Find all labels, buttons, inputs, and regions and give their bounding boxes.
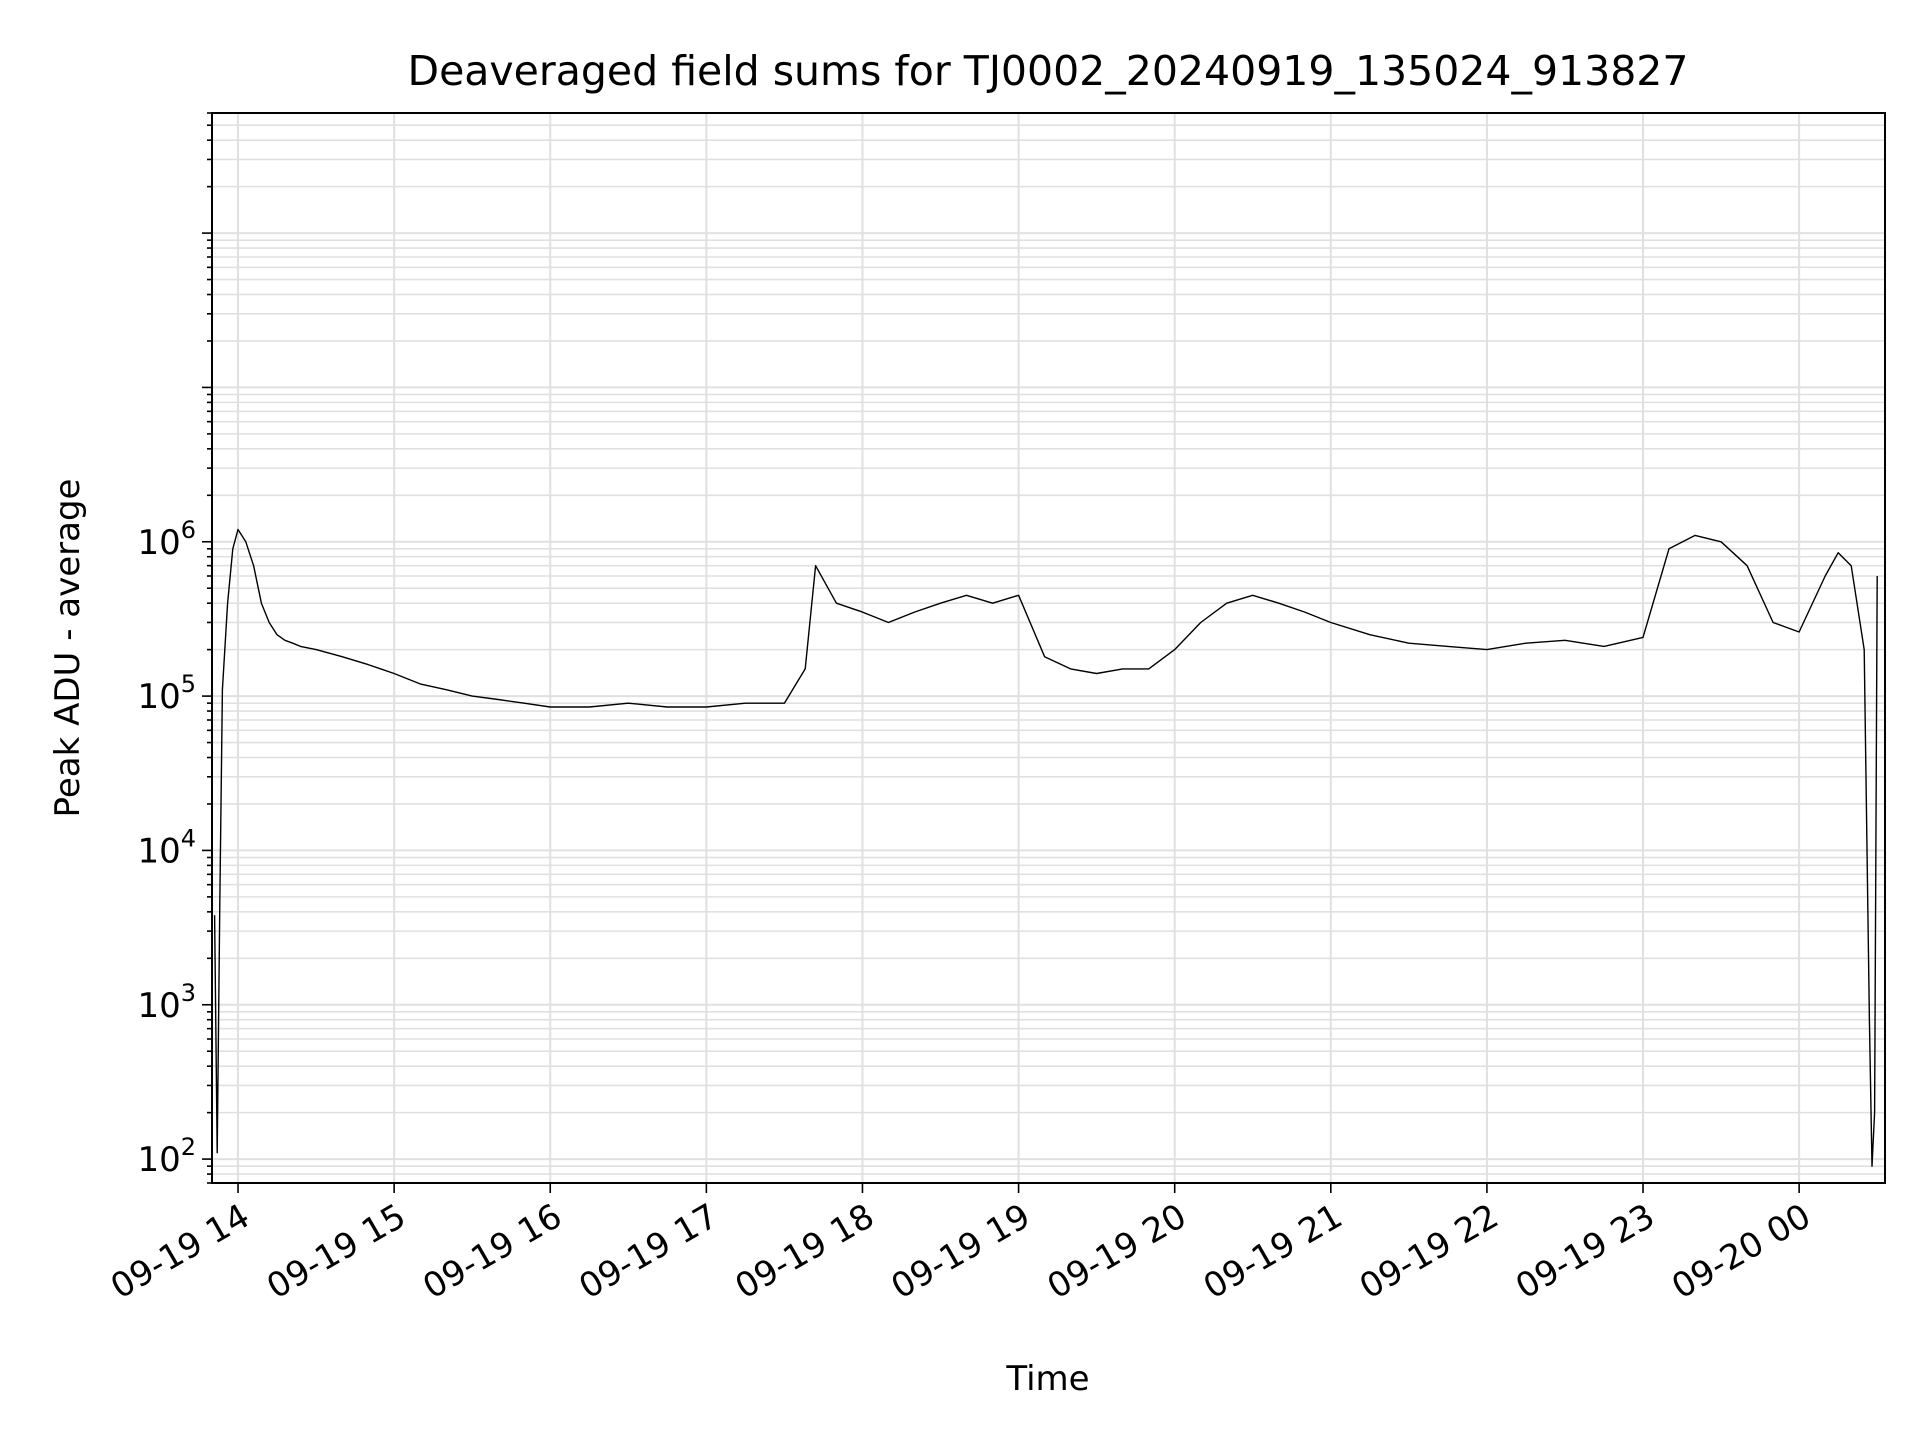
series-layer: [213, 528, 1878, 1167]
grid: [212, 112, 1885, 1184]
y-tick-label-base: 10: [137, 523, 180, 563]
y-tick-label-base: 10: [137, 986, 180, 1026]
y-tick-label: 102: [137, 1133, 196, 1180]
y-tick-label: 103: [137, 979, 196, 1026]
x-axis-title: Time: [1005, 1359, 1089, 1399]
y-tick-label: 104: [137, 824, 196, 871]
y-tick-label-exponent: 4: [181, 824, 196, 852]
y-tick-label: 105: [137, 670, 196, 717]
y-axis-title: Peak ADU - average: [48, 479, 88, 818]
chart-title: Deaveraged field sums for TJ0002_2024091…: [408, 47, 1689, 95]
y-tick-label-exponent: 2: [181, 1133, 196, 1161]
y-tick-label-exponent: 5: [181, 670, 196, 698]
y-tick-label: 106: [137, 516, 196, 563]
series-line: [213, 528, 1878, 1167]
y-tick-label-exponent: 6: [181, 516, 196, 544]
y-tick-label-base: 10: [137, 1140, 180, 1180]
y-tick-label-base: 10: [137, 677, 180, 717]
y-tick-label-base: 10: [137, 831, 180, 871]
y-tick-label-exponent: 3: [181, 979, 196, 1007]
plot-frame: [211, 112, 1886, 1184]
